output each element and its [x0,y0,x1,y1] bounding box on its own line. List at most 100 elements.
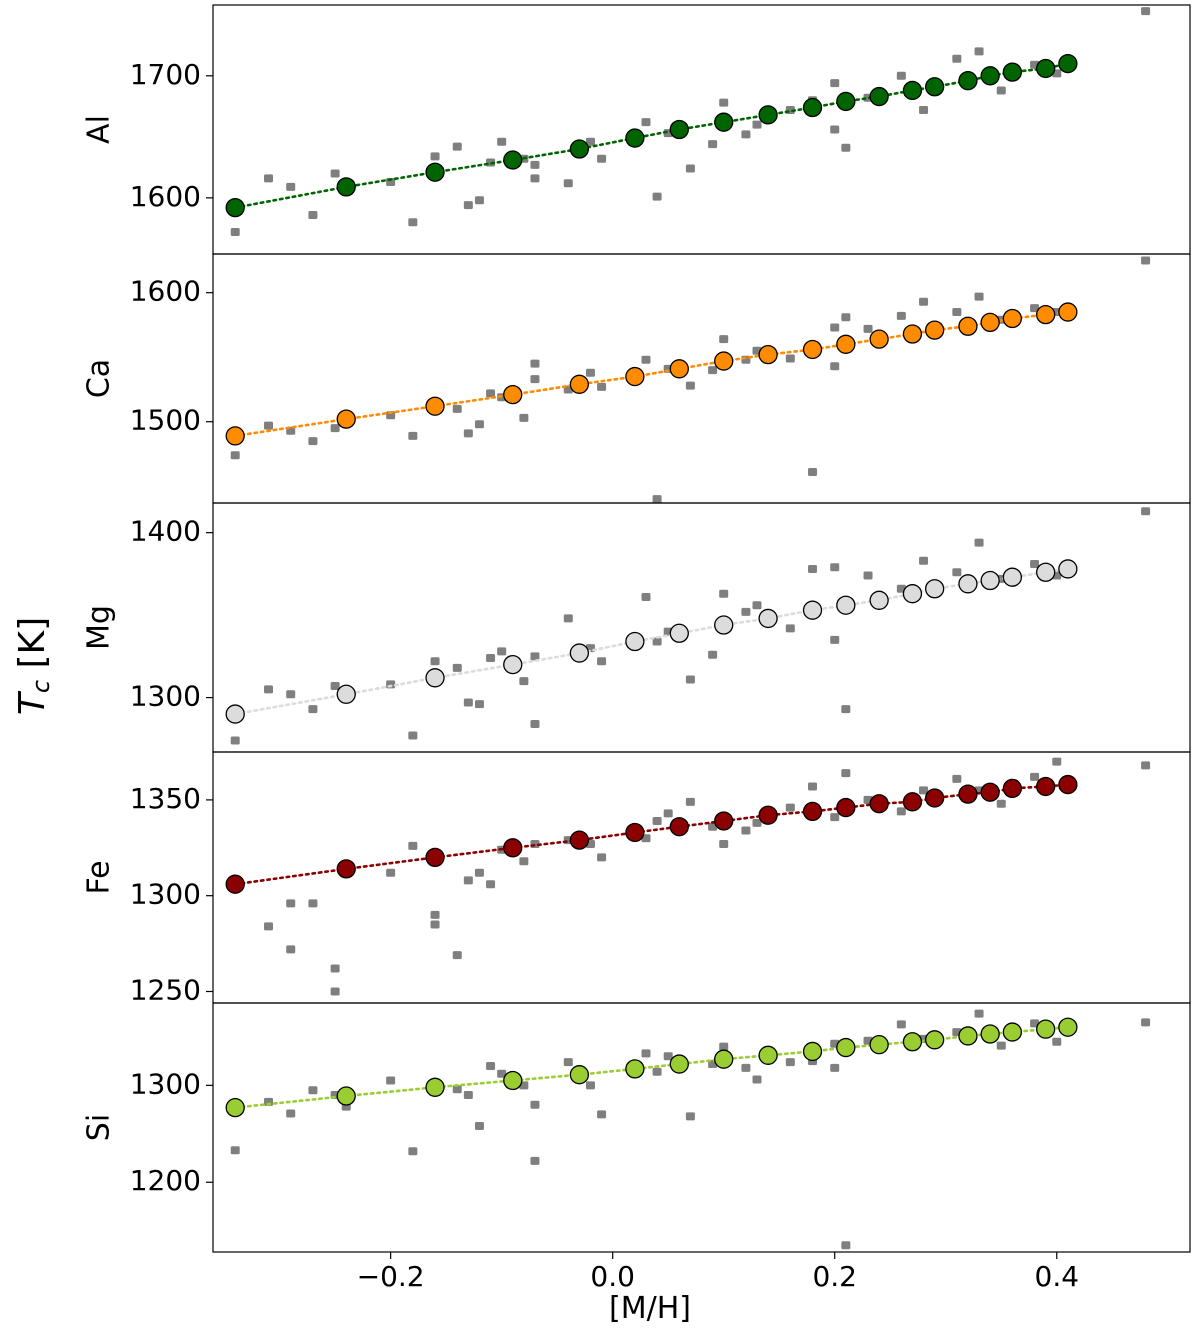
main-point [924,788,945,808]
scatter-point [408,731,418,740]
main-point [569,374,590,394]
scatter-point [430,910,440,919]
scatter-point [974,47,984,56]
x-tick-label: 0.4 [1035,1260,1080,1293]
scatter-point [952,568,962,577]
scatter-point [830,813,840,822]
main-point [625,631,645,652]
main-point [924,320,945,340]
scatter-point [597,1110,607,1119]
scatter-point [474,1122,484,1131]
scatter-point [408,841,418,850]
scatter-point [685,797,695,806]
scatter-point [264,174,274,183]
y-tick-label: 1600 [130,275,201,308]
x-tick-label: −0.2 [357,1260,425,1293]
scatter-point [230,451,240,460]
scatter-point [463,876,473,885]
y-tick-label: 1600 [130,180,201,213]
scatter-point [530,652,540,661]
x-axis: −0.2 0.0 0.2 0.4 [357,1252,1079,1293]
main-point [902,324,923,344]
scatter-point [652,192,662,201]
scatter-point [685,381,695,390]
main-point [958,316,978,336]
main-point [902,80,923,101]
scatter-point [264,421,274,430]
panel-si: 1200 1300 Si [82,1002,1191,1253]
y-tick-label: 1250 [130,974,201,1007]
main-point [958,784,978,804]
y-tick-label: 1300 [130,680,201,713]
main-point [1058,559,1078,579]
scatter-point [497,137,507,146]
main-point [1036,58,1056,79]
scatter-point [597,657,607,666]
scatter-point [708,140,718,149]
scatter-point [919,556,929,565]
scatter-point [1052,757,1062,766]
scatter-point [519,677,529,686]
y-tick-label: 1500 [130,404,201,437]
main-point [1058,1017,1078,1037]
main-point [1002,1022,1023,1042]
main-point [980,570,1000,591]
main-point [1058,53,1078,74]
panel-label: Mg [82,605,117,650]
main-point [425,847,445,868]
scatter-point [330,964,340,973]
scatter-point [519,857,529,866]
scatter-point [741,607,751,616]
scatter-point [974,1009,984,1018]
main-point [625,1059,645,1079]
scatter-point [286,182,296,191]
scatter-point [952,774,962,783]
scatter-point [452,142,462,151]
main-point [980,1024,1000,1044]
scatter-point [641,355,651,364]
main-point [714,112,734,132]
scatter-point [597,853,607,862]
panel-label: Al [82,115,117,144]
scatter-point [896,1020,906,1029]
main-point [625,128,645,148]
x-axis-label: [M/H] [609,1291,691,1326]
scatter-point [1030,304,1040,313]
scatter-point [463,429,473,438]
main-point [503,1070,523,1091]
scatter-point [785,624,795,633]
y-axis-label: Tc [K] [12,617,55,715]
main-point [225,426,245,446]
main-point [836,595,856,615]
scatter-point [741,130,751,139]
main-point [758,1045,778,1065]
scatter-point [719,589,729,598]
scatter-point [785,1058,795,1067]
main-point [980,782,1000,802]
scatter-point [708,650,718,659]
scatter-point [430,152,440,161]
main-point [869,329,889,349]
scatter-point [752,1075,762,1084]
main-point [669,1054,689,1074]
scatter-point [663,809,673,818]
scatter-point [386,1076,396,1085]
scatter-point [652,816,662,825]
scatter-point [474,196,484,205]
scatter-point [896,807,906,816]
scatter-point [741,1063,751,1072]
main-point [836,91,856,112]
scatter-point [408,1147,418,1156]
main-point [625,366,645,387]
main-point [625,822,645,843]
x-tick-label: 0.2 [812,1260,857,1293]
scatter-point [830,79,840,88]
scatter-point [430,657,440,666]
main-point [758,805,778,825]
scatter-point [919,105,929,114]
scatter-point [452,1085,462,1094]
main-point [1002,62,1023,82]
main-point [336,684,356,704]
main-point [225,704,245,724]
